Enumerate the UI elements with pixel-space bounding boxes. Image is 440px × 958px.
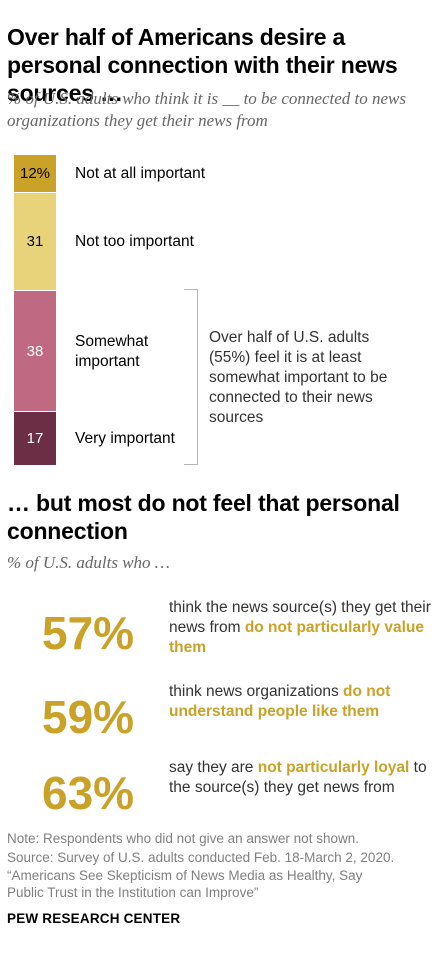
report-title: “Americans See Skepticism of News Media … [7,868,363,900]
note: Note: Respondents who did not give an an… [7,831,359,846]
callout-text: Over half of U.S. adults (55%) feel it i… [209,329,388,426]
section-subtitle: % of U.S. adults who … [7,553,170,572]
stat-text-part: to the source(s) they get news from [169,759,427,796]
stat-highlight: do not particularly value them [169,619,424,656]
stat-text-part: say they are [169,759,258,776]
organization-name: PEW RESEARCH CENTER [7,911,181,926]
stat-description: say they are not particularly loyal to t… [169,758,431,798]
stacked-bar: 12% 31 38 17 [14,155,56,466]
category-label: Somewhat important [75,332,149,370]
stat-description: think the news source(s) they get their … [169,598,431,658]
stat-row: 63% say they are not particularly loyal t… [0,756,440,826]
category-label: Not at all important [75,165,206,183]
category-label: Not too important [75,233,194,251]
stat-text-part: think the news source(s) they get their … [169,599,431,636]
bar-value-label: 17 [26,430,44,448]
callout-bracket [184,289,198,465]
stat-description: think news organizations do not understa… [169,682,431,722]
stats-list: 57% think the news source(s) they get the… [0,596,440,826]
category-labels: Not at all important Not too important Som… [75,155,215,466]
bar-segment-0: 12% [14,155,56,194]
section-title: … but most do not feel that personal con… [7,490,400,544]
bar-segment-1: 31 [14,193,56,292]
stat-text-part: think news organizations [169,683,344,700]
bar-value-label: 38 [26,342,44,360]
bar-segment-3: 17 [14,412,56,466]
bar-segment-2: 38 [14,291,56,413]
chart-title: Over half of Americans desire a personal… [7,24,398,106]
stat-row: 57% think the news source(s) they get the… [0,596,440,666]
stat-highlight: do not understand people like them [169,683,391,720]
category-label: Very important [75,430,175,448]
stat-percent: 57% [42,607,135,659]
stat-highlight: not particularly loyal [257,759,410,776]
stat-row: 59% think news organizations do not under… [0,680,440,750]
stat-percent: 63% [42,767,135,819]
bar-value-label: 31 [26,233,44,251]
bar-value-label: 12% [19,165,51,183]
source-line: Source: Survey of U.S. adults conducted … [7,850,395,865]
chart-subtitle: % of U.S. adults who think it is __ to b… [7,89,406,130]
stat-percent: 59% [42,691,135,743]
